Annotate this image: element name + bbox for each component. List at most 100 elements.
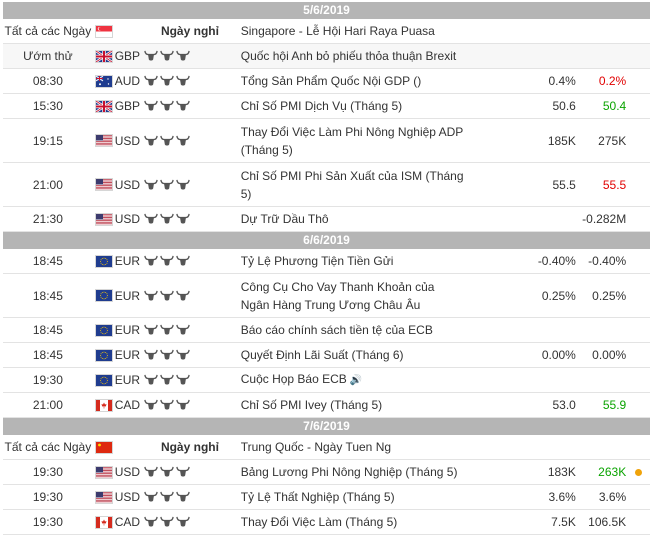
event-title[interactable]: Chỉ Số PMI Ivey (Tháng 5) — [240, 398, 383, 412]
event-name: Báo cáo chính sách tiền tệ của ECB — [236, 321, 465, 339]
event-row[interactable]: 18:45 EUR Công Cụ Cho Vay Thanh Khoản của … — [3, 274, 650, 318]
alert-slot — [626, 468, 650, 476]
bull-icon — [176, 75, 190, 87]
event-time: 15:30 — [32, 99, 63, 113]
bull-icon — [176, 255, 190, 267]
event-name: Trung Quốc - Ngày Tuen Ng — [236, 438, 465, 456]
event-title[interactable]: Tỷ Lệ Thất Nghiệp (Tháng 5) — [240, 490, 395, 504]
event-title[interactable]: Chỉ Số PMI Dịch Vụ (Tháng 5) — [240, 99, 403, 113]
event-row[interactable]: 19:30 USD Tỷ Lệ Thất Nghiệp (Tháng 5) 3.6% 3… — [3, 485, 650, 510]
bull-icon — [176, 290, 190, 302]
event-time: 19:15 — [32, 133, 63, 148]
bull-icon — [176, 491, 190, 503]
flag-au-icon — [93, 75, 115, 87]
bull-icon — [160, 399, 174, 411]
event-name: Dự Trữ Dầu Thô — [236, 210, 465, 228]
event-title[interactable]: Chỉ Số PMI Phi Sản Xuất của ISM (Tháng 5… — [240, 168, 464, 201]
importance — [142, 135, 236, 147]
forecast-value: 50.6 — [552, 99, 576, 113]
bull-icon — [176, 324, 190, 336]
event-time: Tất cả các Ngày — [4, 24, 92, 38]
event-name: Tỷ Lệ Phương Tiện Tiền Gửi — [236, 252, 465, 270]
bull-icon — [176, 349, 190, 361]
event-name: Quyết Định Lãi Suất (Tháng 6) — [236, 346, 465, 364]
event-row[interactable]: 21:00 CAD Chỉ Số PMI Ivey (Tháng 5) 53.0 55.… — [3, 393, 650, 418]
flag-us-icon — [93, 491, 115, 503]
bull-icon — [176, 179, 190, 191]
date-header: 7/6/2019 — [3, 418, 650, 435]
event-row[interactable]: 19:30 EUR Cuộc Họp Báo ECB 🔊 — [3, 368, 650, 393]
importance — [142, 374, 236, 386]
event-name: Thay Đổi Việc Làm Phi Nông Nghiệp ADP (T… — [236, 123, 465, 159]
event-title[interactable]: Trung Quốc - Ngày Tuen Ng — [240, 440, 392, 454]
previous-value: 275K — [598, 133, 627, 148]
event-time: Ướm thử — [23, 49, 73, 63]
event-time: 18:45 — [32, 254, 63, 268]
importance — [142, 491, 236, 503]
event-title[interactable]: Dự Trữ Dầu Thô — [240, 212, 329, 226]
event-title[interactable]: Cuộc Họp Báo ECB — [240, 372, 347, 386]
flag-eu-icon — [93, 255, 115, 267]
event-title[interactable]: Quốc hội Anh bỏ phiếu thỏa thuận Brexit — [240, 49, 457, 63]
currency-code: EUR — [114, 288, 141, 303]
holiday-row[interactable]: Tất cả các Ngày Ngày nghỉ Trung Quốc - Ngà… — [3, 435, 650, 460]
event-time: 21:00 — [32, 177, 63, 192]
event-row[interactable]: 19:30 USD Bảng Lương Phi Nông Nghiệp (Thán… — [3, 460, 650, 485]
flag-eu-icon — [93, 374, 115, 386]
flag-gb-icon — [93, 50, 115, 62]
event-name: Chỉ Số PMI Dịch Vụ (Tháng 5) — [236, 97, 465, 115]
event-title[interactable]: Quyết Định Lãi Suất (Tháng 6) — [240, 348, 404, 362]
importance — [142, 75, 236, 87]
event-title[interactable]: Singapore - Lễ Hội Hari Raya Puasa — [240, 24, 435, 38]
bull-icon — [176, 135, 190, 147]
date-header: 5/6/2019 — [3, 2, 650, 19]
event-title[interactable]: Bảng Lương Phi Nông Nghiệp (Tháng 5) — [240, 465, 458, 479]
event-time: 18:45 — [32, 288, 63, 303]
event-title[interactable]: Công Cụ Cho Vay Thanh Khoản của Ngân Hàn… — [240, 279, 435, 312]
event-row[interactable]: Ướm thử GBP Quốc hội Anh bỏ phiếu thỏa thu… — [3, 44, 650, 69]
event-row[interactable]: 18:45 EUR Báo cáo chính sách tiền tệ của E… — [3, 318, 650, 343]
importance — [142, 399, 236, 411]
importance — [142, 466, 236, 478]
currency-code: CAD — [114, 515, 141, 529]
event-title[interactable]: Thay Đổi Việc Làm Phi Nông Nghiệp ADP (T… — [240, 124, 464, 157]
importance — [142, 255, 236, 267]
event-title[interactable]: Tổng Sản Phẩm Quốc Nội GDP () — [240, 74, 422, 88]
event-row[interactable]: 15:30 GBP Chỉ Số PMI Dịch Vụ (Tháng 5) 50.6… — [3, 94, 650, 119]
event-title[interactable]: Tỷ Lệ Phương Tiện Tiền Gửi — [240, 254, 394, 268]
event-name: Chỉ Số PMI Phi Sản Xuất của ISM (Tháng 5… — [236, 167, 465, 203]
event-row[interactable]: 21:30 USD Dự Trữ Dầu Thô -0.282M — [3, 207, 650, 232]
event-title[interactable]: Thay Đổi Việc Làm (Tháng 5) — [240, 515, 398, 529]
currency-code: USD — [114, 490, 141, 504]
event-row[interactable]: 18:45 EUR Tỷ Lệ Phương Tiện Tiền Gửi -0.40%… — [3, 249, 650, 274]
event-name: Cuộc Họp Báo ECB 🔊 — [236, 370, 465, 390]
event-row[interactable]: 21:00 USD Chỉ Số PMI Phi Sản Xuất của ISM … — [3, 163, 650, 207]
bull-icon — [160, 255, 174, 267]
bull-icon — [144, 255, 158, 267]
bull-icon — [176, 399, 190, 411]
economic-calendar: 5/6/2019 Tất cả các Ngày Ngày nghỉ Singapor… — [3, 2, 650, 535]
bull-icon — [176, 466, 190, 478]
bull-icon — [144, 50, 158, 62]
bull-icon — [160, 491, 174, 503]
flag-eu-icon — [93, 324, 115, 336]
importance — [142, 179, 236, 191]
event-time: 18:45 — [32, 348, 63, 362]
event-row[interactable]: 18:45 EUR Quyết Định Lãi Suất (Tháng 6) 0.0… — [3, 343, 650, 368]
event-title[interactable]: Báo cáo chính sách tiền tệ của ECB — [240, 323, 433, 337]
bull-icon — [144, 349, 158, 361]
bull-icon — [176, 213, 190, 225]
importance: Ngày nghỉ — [160, 440, 219, 454]
forecast-value: 55.5 — [552, 177, 576, 192]
bull-icon — [144, 290, 158, 302]
previous-value: -0.282M — [582, 212, 627, 226]
event-row[interactable]: 19:15 USD Thay Đổi Việc Làm Phi Nông Nghiệ… — [3, 119, 650, 163]
bull-icon — [176, 100, 190, 112]
event-row[interactable]: 19:30 CAD Thay Đổi Việc Làm (Tháng 5) 7.5K 1… — [3, 510, 650, 535]
holiday-row[interactable]: Tất cả các Ngày Ngày nghỉ Singapore - Lễ H… — [3, 19, 650, 44]
previous-value: 0.2% — [598, 74, 627, 88]
currency-code: EUR — [114, 348, 141, 362]
event-row[interactable]: 08:30 AUD Tổng Sản Phẩm Quốc Nội GDP () 0.4… — [3, 69, 650, 94]
currency-code: GBP — [114, 49, 141, 63]
bull-icon — [144, 466, 158, 478]
